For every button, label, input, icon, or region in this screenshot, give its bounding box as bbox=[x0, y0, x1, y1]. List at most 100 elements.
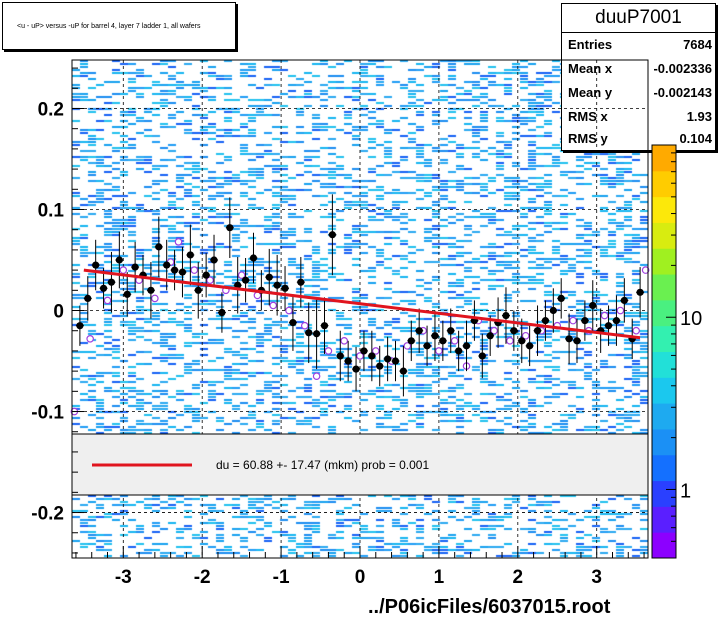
stats-value: 1.93 bbox=[686, 109, 712, 124]
profile-point bbox=[147, 286, 155, 294]
x-tick-label: 3 bbox=[591, 567, 602, 588]
profile-point bbox=[115, 256, 123, 264]
open-marker bbox=[616, 306, 625, 315]
stats-key: Entries bbox=[568, 37, 613, 52]
open-marker bbox=[151, 294, 159, 303]
open-marker bbox=[340, 337, 349, 345]
profile-point bbox=[202, 271, 210, 279]
open-marker bbox=[506, 337, 514, 345]
colorbar-frame bbox=[651, 144, 677, 559]
open-marker bbox=[190, 266, 199, 274]
y-axis: -0.2 -0.1 0 0.1 0.2 bbox=[31, 67, 84, 554]
open-marker bbox=[569, 316, 577, 325]
profile-point bbox=[352, 365, 360, 373]
open-marker bbox=[206, 276, 214, 285]
profile-point bbox=[123, 290, 131, 298]
open-marker bbox=[632, 326, 640, 335]
stats-value: 7684 bbox=[683, 37, 712, 52]
y-tick-label: 0.2 bbox=[38, 99, 64, 120]
y-tick-label: -0.1 bbox=[31, 403, 64, 424]
profile-point bbox=[391, 357, 400, 365]
fit-legend-text: du = 60.88 +- 17.47 (mkm) prob = 0.001 bbox=[216, 458, 429, 472]
profile-point bbox=[478, 352, 486, 360]
colorbar-segment bbox=[652, 325, 676, 352]
profile-point bbox=[376, 362, 384, 370]
profile-point bbox=[526, 342, 534, 350]
open-marker bbox=[103, 296, 112, 305]
profile-point bbox=[178, 268, 187, 276]
open-marker bbox=[174, 238, 183, 246]
profile-point bbox=[107, 278, 116, 286]
profile-point bbox=[455, 347, 463, 355]
profile-point bbox=[541, 317, 550, 325]
open-marker bbox=[371, 347, 380, 355]
open-marker bbox=[641, 266, 650, 274]
colorbar-segment bbox=[652, 377, 676, 404]
stats-row: RMS x 1.93 bbox=[568, 109, 712, 129]
stats-value: -0.002143 bbox=[653, 85, 712, 100]
histogram-name: duuP7001 bbox=[562, 4, 715, 33]
open-marker bbox=[450, 337, 459, 345]
profile-point bbox=[565, 335, 573, 343]
colorbar-tick-label: 10 bbox=[680, 308, 702, 330]
profile-point bbox=[612, 317, 621, 325]
profile-point bbox=[194, 286, 202, 294]
colorbar-segment bbox=[652, 532, 676, 559]
profile-point bbox=[336, 352, 344, 360]
colorbar-segment bbox=[652, 222, 676, 249]
profile-point bbox=[234, 281, 242, 289]
colorbar: 1 10 bbox=[651, 144, 702, 559]
colorbar-segment bbox=[652, 145, 676, 172]
open-marker bbox=[285, 306, 293, 315]
profile-point bbox=[407, 337, 415, 345]
stats-key: RMS y bbox=[568, 131, 608, 146]
profile-point bbox=[431, 332, 439, 340]
profile-point bbox=[249, 254, 258, 262]
open-marker bbox=[300, 321, 309, 330]
profile-point bbox=[328, 231, 336, 239]
x-tick-label: 2 bbox=[513, 567, 524, 588]
profile-point bbox=[589, 301, 597, 310]
plot-title-box: <u - uP> versus -uP for barrel 4, layer … bbox=[2, 2, 236, 50]
x-tick-label: -2 bbox=[194, 567, 211, 588]
stats-row: Entries 7684 bbox=[568, 37, 712, 57]
x-tick-label: -1 bbox=[273, 567, 290, 588]
profile-point bbox=[557, 294, 565, 302]
open-marker bbox=[269, 301, 278, 310]
open-marker bbox=[521, 331, 530, 340]
y-tick-label: 0 bbox=[53, 302, 64, 323]
profile-point bbox=[360, 347, 368, 355]
open-marker bbox=[119, 266, 128, 274]
x-tick-label: 0 bbox=[355, 567, 366, 588]
profile-point bbox=[462, 342, 471, 350]
profile-point bbox=[313, 330, 321, 338]
x-tick-label: -3 bbox=[115, 567, 132, 588]
profile-point bbox=[399, 367, 407, 375]
profile-point bbox=[76, 322, 84, 330]
profile-point bbox=[265, 273, 273, 281]
y-tick-label: -0.2 bbox=[31, 504, 64, 525]
open-marker bbox=[490, 326, 498, 335]
colorbar-segment bbox=[652, 299, 676, 327]
colorbar-segment bbox=[652, 196, 676, 223]
x-axis: -3 -2 -1 0 1 2 3 bbox=[75, 546, 645, 588]
open-marker bbox=[86, 334, 94, 343]
colorbar-segment bbox=[652, 480, 676, 507]
profile-point bbox=[131, 263, 139, 271]
open-marker bbox=[435, 347, 443, 355]
profile-point bbox=[368, 352, 376, 360]
profile-point bbox=[510, 327, 518, 335]
stats-row: Mean y -0.002143 bbox=[568, 85, 712, 105]
colorbar-segment bbox=[652, 428, 676, 456]
profile-point bbox=[502, 311, 510, 320]
open-marker bbox=[600, 311, 609, 320]
profile-point bbox=[273, 281, 281, 289]
plot-title: <u - uP> versus -uP for barrel 4, layer … bbox=[17, 23, 201, 30]
profile-point bbox=[92, 261, 100, 269]
profile-point bbox=[533, 327, 542, 335]
fit-line bbox=[83, 268, 641, 340]
profile-point bbox=[218, 308, 226, 317]
profile-point bbox=[604, 322, 613, 330]
file-label: ../P06icFiles/6037015.root bbox=[368, 596, 611, 618]
